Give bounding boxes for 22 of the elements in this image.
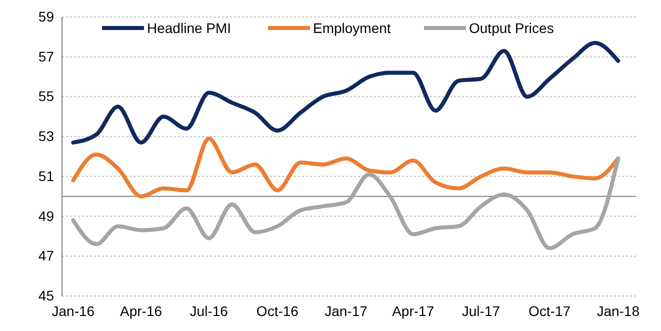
legend-label: Output Prices — [469, 20, 554, 36]
x-tick-label: Jul-17 — [462, 302, 500, 319]
y-tick-label: 47 — [38, 248, 54, 264]
legend-label: Headline PMI — [147, 20, 232, 36]
line-series — [71, 156, 620, 250]
x-tick-label: Oct-16 — [256, 302, 299, 319]
x-tick-label: Jul-16 — [190, 302, 228, 319]
x-tick-label: Apr-17 — [392, 302, 434, 319]
y-tick-label: 55 — [38, 88, 54, 104]
x-tick-label: Jan-17 — [324, 302, 368, 319]
x-tick-label: Jan-18 — [596, 302, 640, 319]
y-tick-label: 51 — [38, 168, 54, 184]
line-series — [71, 40, 620, 145]
y-tick-label: 53 — [38, 128, 54, 144]
x-tick-label: Apr-16 — [120, 302, 162, 319]
y-tick-label: 59 — [38, 8, 54, 24]
y-tick-label: 49 — [38, 208, 54, 224]
y-tick-label: 57 — [38, 48, 54, 64]
x-tick-label: Oct-17 — [528, 302, 571, 319]
y-tick-label: 45 — [38, 287, 54, 304]
x-tick-label: Jan-16 — [52, 302, 95, 319]
legend-label: Employment — [313, 20, 391, 36]
